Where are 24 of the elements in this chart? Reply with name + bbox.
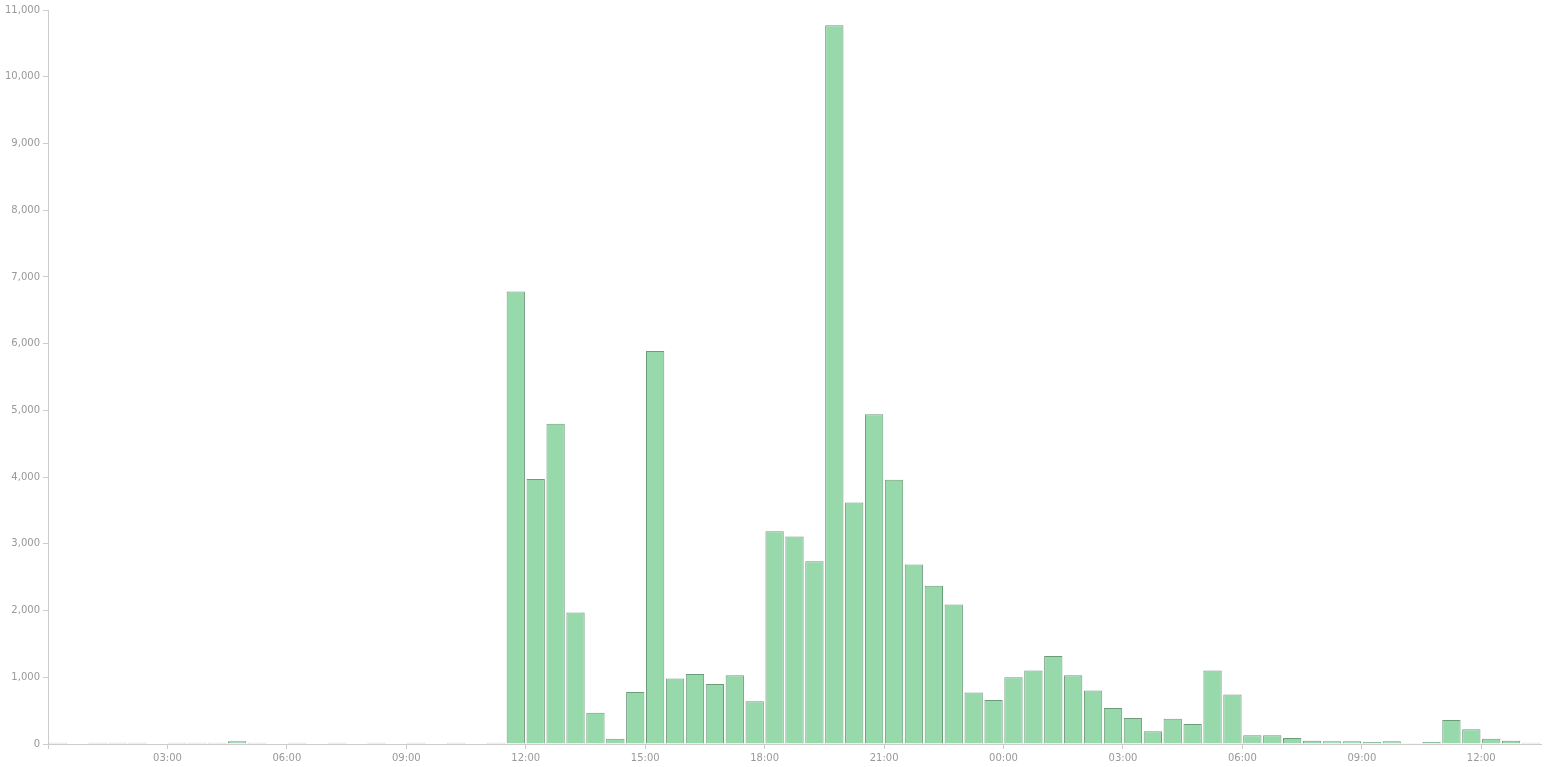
y-tick-label: 0 — [33, 737, 40, 749]
x-tick-label: 18:00 — [750, 751, 780, 763]
y-tick-label: 7,000 — [11, 270, 40, 282]
x-tick-label: 06:00 — [272, 751, 302, 763]
y-tick-label: 4,000 — [11, 470, 40, 482]
x-tick-label: 15:00 — [630, 751, 660, 763]
x-tick-label: 03:00 — [1108, 751, 1138, 763]
x-tick-label: 12:00 — [511, 751, 541, 763]
y-tick-label: 1,000 — [11, 670, 40, 682]
y-tick-label: 11,000 — [5, 3, 40, 15]
x-tick-label: 06:00 — [1227, 751, 1257, 763]
y-tick-label: 8,000 — [11, 203, 40, 215]
x-tick-label: 21:00 — [869, 751, 899, 763]
x-tick-label: 09:00 — [1347, 751, 1377, 763]
y-tick-label: 2,000 — [11, 604, 40, 616]
y-tick-label: 9,000 — [11, 137, 40, 149]
y-tick-label: 5,000 — [11, 403, 40, 415]
x-tick-label: 12:00 — [1466, 751, 1496, 763]
y-tick-label: 3,000 — [11, 537, 40, 549]
x-tick-label: 09:00 — [391, 751, 421, 763]
y-tick-label: 6,000 — [11, 337, 40, 349]
x-tick-label: 03:00 — [153, 751, 182, 763]
y-tick-label: 10,000 — [5, 70, 40, 82]
x-tick-label: 00:00 — [989, 751, 1018, 763]
